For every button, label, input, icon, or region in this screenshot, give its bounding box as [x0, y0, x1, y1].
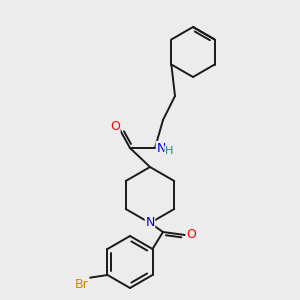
Text: N: N: [145, 217, 155, 230]
Text: O: O: [186, 229, 196, 242]
Text: O: O: [110, 121, 120, 134]
Text: N: N: [156, 142, 166, 154]
Text: Br: Br: [75, 278, 89, 290]
Text: H: H: [165, 146, 173, 156]
